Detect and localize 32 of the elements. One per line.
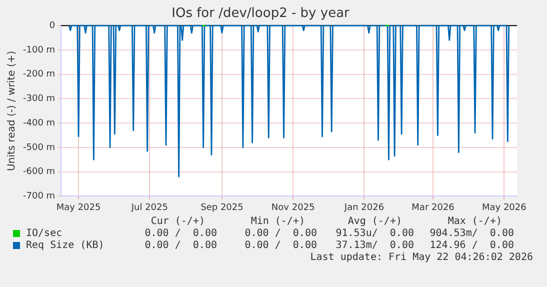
y-tick-label: -500 m xyxy=(22,142,56,153)
y-tick-label: 0 xyxy=(49,20,56,31)
x-tick-label: Jan 2026 xyxy=(343,202,384,213)
text: 37.13m/ 0.00 xyxy=(336,240,414,251)
x-tick-label: Jul 2025 xyxy=(130,202,168,213)
x-tick-label: Mar 2026 xyxy=(412,202,455,213)
y-tick-label: -600 m xyxy=(22,167,56,178)
text: Min (-/+) xyxy=(250,216,305,227)
text: 91.53u/ 0.00 xyxy=(336,228,414,239)
y-tick-label: -200 m xyxy=(22,70,56,80)
text: Cur (-/+) xyxy=(150,216,205,227)
text: 0.00 / 0.00 xyxy=(144,240,217,251)
legend-label: Req Size (KB) xyxy=(26,240,104,251)
y-tick-label: -100 m xyxy=(22,45,56,56)
text: 0.00 / 0.00 xyxy=(244,228,317,239)
y-tick-label: -300 m xyxy=(22,94,56,104)
y-tick-label: -700 m xyxy=(22,192,56,202)
legend-label: IO/sec xyxy=(26,228,62,239)
x-tick-label: May 2025 xyxy=(56,202,101,213)
x-tick-label: Nov 2025 xyxy=(271,202,315,213)
text: 904.53m/ 0.00 xyxy=(430,228,514,239)
text: Avg (-/+) xyxy=(348,216,402,227)
y-axis-title: Units read (-) / write (+) xyxy=(6,50,18,171)
chart-title: IOs for /dev/loop2 - by year xyxy=(172,6,350,22)
x-tick-label: May 2026 xyxy=(482,202,527,213)
text: Max (-/+) xyxy=(448,216,502,227)
text: 0.00 / 0.00 xyxy=(244,240,317,251)
y-tick-label: -400 m xyxy=(22,118,56,128)
text: Last update: Fri May 22 04:26:02 2026 xyxy=(310,252,533,263)
text: 0.00 / 0.00 xyxy=(144,228,217,239)
x-tick-label: Sep 2025 xyxy=(200,202,244,213)
text: 124.96 / 0.00 xyxy=(430,240,514,251)
